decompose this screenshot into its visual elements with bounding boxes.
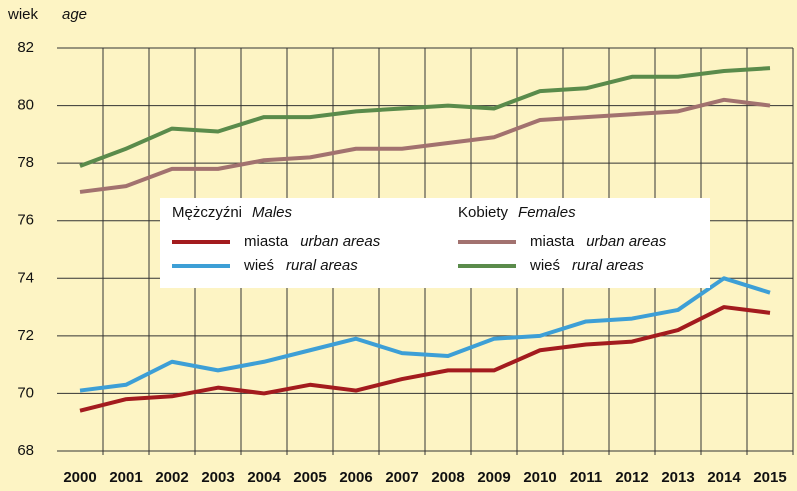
y-tick-label: 72 — [17, 327, 34, 344]
legend-label: wieś — [243, 257, 274, 274]
legend-label-en: urban areas — [586, 233, 667, 250]
x-tick-label: 2001 — [109, 469, 142, 486]
x-tick-label: 2000 — [63, 469, 96, 486]
line-series — [79, 276, 771, 393]
legend-label: wieś — [529, 257, 560, 274]
x-tick-label: 2010 — [523, 469, 556, 486]
line-series — [79, 66, 771, 168]
x-tick-label: 2009 — [477, 469, 510, 486]
legend-label-en: rural areas — [572, 257, 644, 274]
legend-label-en: rural areas — [286, 257, 358, 274]
line-series — [79, 305, 771, 413]
y-axis-label: wiek — [7, 6, 39, 23]
legend-group-title: Kobiety — [458, 204, 509, 221]
legend-group-title-en: Females — [518, 204, 576, 221]
y-tick-label: 68 — [17, 442, 34, 459]
x-tick-label: 2003 — [201, 469, 234, 486]
y-tick-label: 80 — [17, 97, 34, 114]
x-tick-label: 2005 — [293, 469, 326, 486]
x-tick-label: 2002 — [155, 469, 188, 486]
legend-label: miasta — [530, 233, 575, 250]
x-tick-label: 2013 — [661, 469, 694, 486]
legend-label-en: urban areas — [300, 233, 381, 250]
x-tick-label: 2008 — [431, 469, 464, 486]
x-tick-label: 2014 — [707, 469, 741, 486]
legend-box — [160, 198, 710, 288]
x-tick-label: 2004 — [247, 469, 281, 486]
legend-group-title-en: Males — [252, 204, 293, 221]
line-series — [79, 97, 771, 194]
legend-group-title: Mężczyźni — [172, 204, 242, 221]
y-tick-label: 76 — [17, 212, 34, 229]
x-tick-label: 2012 — [615, 469, 648, 486]
x-tick-label: 2015 — [753, 469, 786, 486]
x-tick-label: 2006 — [339, 469, 372, 486]
legend-label: miasta — [244, 233, 289, 250]
y-tick-label: 82 — [17, 39, 34, 56]
y-axis-label-en: age — [62, 6, 87, 23]
x-tick-label: 2007 — [385, 469, 418, 486]
y-tick-label: 74 — [17, 269, 34, 286]
x-tick-label: 2011 — [570, 469, 603, 486]
y-tick-label: 78 — [17, 154, 34, 171]
y-tick-label: 70 — [17, 384, 34, 401]
